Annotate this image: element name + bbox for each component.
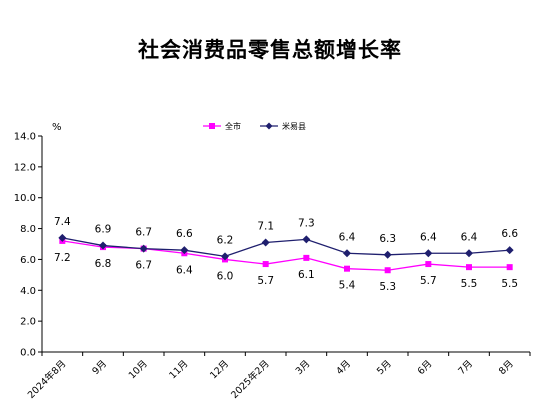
square-marker [303,254,310,261]
data-labels: 7.2 6.8 6.7 6.4 6.0 5.7 6.1 5.4 5.3 5.7 5.5 5.5 7.4 6… [54,216,518,293]
x-tick-label: 2025年2月 [228,358,271,401]
diamond-marker [343,249,351,258]
x-tick-label: 10月 [127,358,150,381]
legend-diamond-marker [265,122,273,130]
data-label: 5.5 [501,278,518,290]
data-label: 6.4 [461,231,478,243]
y-tick-label: 6.0 [20,255,36,266]
axes [41,136,530,353]
legend-label: 米易县 [282,121,306,131]
data-label: 6.4 [339,231,356,243]
y-tick-label: 14.0 [14,132,36,143]
y-tick-label: 0.0 [20,348,36,359]
square-marker [466,264,472,271]
legend-square-marker [209,123,215,129]
diamond-marker [465,249,473,258]
data-label: 6.3 [379,233,396,245]
data-label: 6.4 [176,264,193,276]
square-marker [344,265,350,272]
series-lines [62,237,510,271]
x-tick-label: 3月 [294,358,313,377]
diamond-marker [139,244,148,253]
y-tick-label: 10.0 [14,193,36,204]
square-marker [425,261,432,268]
data-label: 6.2 [217,234,234,246]
x-tick-label: 12月 [208,358,231,381]
y-tick-label: 12.0 [14,162,36,173]
data-label: 5.3 [379,281,396,293]
diamond-marker [302,235,311,244]
data-label: 5.4 [339,280,356,292]
data-label: 7.4 [54,216,71,228]
legend-label: 全市 [225,121,241,131]
diamond-marker [180,246,189,255]
series-line [62,237,510,258]
diamond-marker [505,246,514,255]
square-marker [384,267,391,274]
x-tick-label: 9月 [90,358,109,377]
y-tick-label: 2.0 [20,317,36,328]
y-tick-label: 8.0 [20,224,36,235]
x-tick-label: 11月 [167,358,190,381]
x-tick-label: 4月 [334,358,353,377]
series-markers [58,233,514,274]
data-label: 5.5 [461,278,478,290]
y-tick-label: 4.0 [20,286,36,297]
square-marker [262,261,269,268]
data-label: 6.8 [95,258,112,270]
diamond-marker [261,238,270,247]
data-label: 7.3 [298,217,315,229]
data-label: 6.9 [95,224,112,236]
diamond-marker [383,250,392,259]
x-tick-label: 5月 [375,358,394,377]
data-label: 7.2 [54,252,71,264]
data-label: 6.7 [135,227,152,239]
chart-title: 社会消费品零售总额增长率 [138,37,402,62]
y-axis-unit-label: % [52,122,62,133]
x-tick-label: 7月 [456,358,475,377]
x-tick-label: 2024年8月 [25,358,68,401]
data-label: 6.0 [217,270,234,282]
data-label: 6.6 [176,228,193,240]
diamond-marker [99,241,107,250]
x-tick-label: 6月 [416,358,435,377]
diamond-marker [58,233,67,242]
data-label: 6.6 [501,228,518,240]
data-label: 6.7 [135,260,152,272]
x-tick-label: 8月 [497,358,516,377]
data-label: 7.1 [257,220,274,232]
data-label: 6.1 [298,269,315,281]
diamond-marker [221,252,229,261]
data-label: 5.7 [257,275,274,287]
diamond-marker [424,249,433,258]
data-label: 5.7 [420,275,437,287]
square-marker [506,264,513,271]
series-line [62,240,510,271]
y-axis-ticks: 0.0 2.0 4.0 6.0 8.0 10.0 12.0 14.0 [14,132,42,359]
legend: 全市 米易县 [203,121,306,131]
data-label: 6.4 [420,231,437,243]
